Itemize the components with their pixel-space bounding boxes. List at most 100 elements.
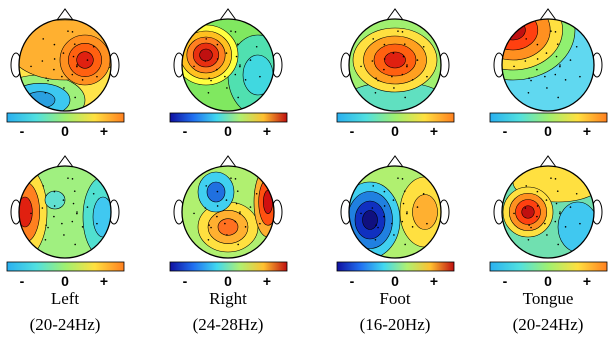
electrode	[208, 77, 210, 79]
electrode	[422, 192, 425, 195]
head	[18, 165, 112, 259]
electrode	[226, 87, 228, 89]
electrode	[404, 243, 406, 246]
electrode	[371, 207, 374, 209]
electrode	[225, 52, 228, 54]
topomap	[349, 19, 441, 111]
electrode	[30, 212, 32, 215]
electrode	[236, 190, 239, 192]
electrode	[559, 212, 561, 215]
electrode	[216, 43, 219, 46]
electrode	[411, 226, 414, 228]
electrode	[426, 75, 428, 78]
electrode	[377, 226, 379, 229]
panel-label: Right	[209, 289, 247, 308]
head	[181, 165, 275, 259]
panel-band: (20-24Hz)	[513, 315, 584, 334]
electrode	[579, 222, 581, 225]
electrode	[255, 45, 258, 48]
electrode	[392, 52, 395, 54]
electrode	[564, 226, 567, 228]
electrode	[67, 30, 69, 32]
topomap	[502, 19, 594, 111]
electrode	[401, 178, 404, 180]
electrode	[224, 75, 226, 78]
electrode	[210, 79, 212, 82]
electrode	[76, 212, 78, 215]
electrode	[234, 220, 237, 223]
nose	[539, 8, 557, 21]
electrode	[383, 58, 386, 60]
electrode	[193, 65, 195, 68]
electrode	[383, 43, 386, 46]
electrode	[554, 31, 557, 33]
electrode	[406, 211, 408, 213]
electrode	[397, 30, 399, 32]
electrode	[207, 239, 210, 241]
scale-label: +	[583, 273, 591, 289]
electrode	[527, 92, 530, 94]
electrode	[96, 222, 98, 225]
electrode	[555, 202, 558, 205]
electrode	[53, 205, 56, 207]
electrode	[96, 75, 98, 78]
electrode	[374, 239, 377, 241]
electrode	[53, 58, 56, 60]
electrode	[402, 202, 405, 205]
electrode	[401, 220, 404, 223]
panel-band: (20-24Hz)	[30, 315, 101, 334]
electrode	[71, 73, 74, 76]
electrode	[205, 38, 208, 40]
electrode	[579, 75, 581, 78]
electrode	[63, 234, 65, 236]
head	[348, 18, 442, 112]
colorbar	[6, 112, 125, 123]
topomap	[19, 166, 111, 258]
electrode	[53, 68, 55, 71]
electrode	[72, 55, 75, 58]
scale-label: +	[263, 273, 271, 289]
electrode	[536, 43, 539, 46]
contour	[502, 19, 539, 51]
electrode	[557, 243, 559, 246]
electrode	[86, 59, 89, 61]
electrode	[513, 65, 515, 68]
electrode	[234, 178, 237, 180]
contour	[242, 54, 274, 96]
scale-label: 0	[544, 273, 552, 289]
electrode	[216, 215, 218, 218]
contour	[76, 51, 94, 69]
electrode	[71, 220, 74, 223]
electrode	[525, 38, 528, 40]
electrode	[546, 234, 548, 236]
electrode	[62, 52, 65, 54]
electrode	[81, 79, 84, 81]
electrode	[255, 192, 258, 195]
electrode	[528, 77, 530, 79]
electrode	[416, 59, 419, 61]
electrode	[393, 87, 395, 89]
electrode	[53, 43, 56, 46]
scale-label: -	[20, 123, 25, 139]
electrode	[81, 226, 84, 228]
electrode	[259, 222, 261, 225]
electrode	[530, 226, 532, 229]
electrode	[239, 64, 241, 66]
electrode	[525, 185, 528, 187]
electrode	[76, 211, 78, 213]
scale-label: +	[100, 273, 108, 289]
scale-label: -	[183, 273, 188, 289]
electrode	[371, 60, 374, 62]
electrode	[536, 58, 539, 60]
scale-label: 0	[61, 123, 69, 139]
electrode	[45, 224, 47, 226]
electrode	[545, 199, 548, 201]
electrode	[406, 65, 408, 68]
electrode	[44, 239, 47, 241]
colorbar	[169, 261, 288, 272]
electrode	[536, 205, 539, 207]
scale-label: +	[430, 273, 438, 289]
electrode	[42, 38, 45, 40]
electrode	[556, 43, 559, 45]
